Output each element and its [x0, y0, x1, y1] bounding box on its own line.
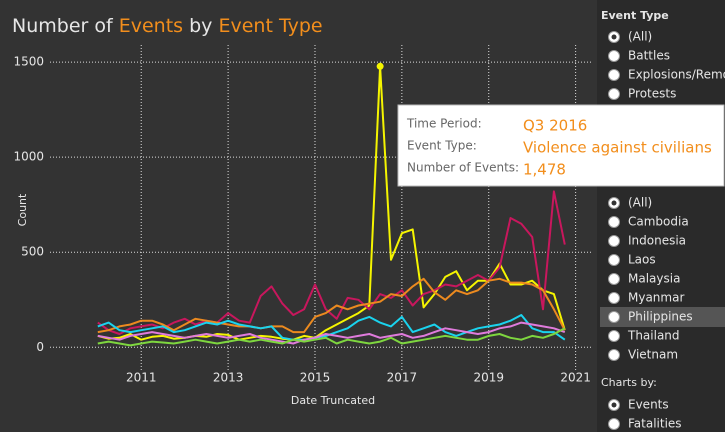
y-tick-label: 1500	[13, 55, 44, 69]
radio-option[interactable]: Philippines	[600, 307, 725, 327]
x-axis-label: Date Truncated	[291, 394, 375, 407]
option-label[interactable]: Philippines	[628, 310, 693, 324]
option-label[interactable]: Cambodia	[628, 215, 689, 229]
title-part: Event Type	[218, 15, 322, 37]
x-tick-label: 2019	[473, 371, 504, 385]
radio-option[interactable]: Vietnam	[608, 348, 679, 362]
option-label[interactable]: Fatalities	[628, 417, 682, 431]
series-line	[97, 190, 566, 335]
radio-option[interactable]: (All)	[608, 196, 653, 210]
tooltip-label: Time Period:	[406, 117, 482, 131]
radio-button[interactable]	[608, 330, 620, 342]
radio-button[interactable]	[608, 418, 620, 430]
radio-option[interactable]: Thailand	[608, 329, 680, 343]
x-tick-label: 2011	[126, 371, 157, 385]
highlight-point	[376, 62, 384, 70]
plot: 0 500 1000 1500 2011 2013 2015 2017 2019 2021	[13, 45, 593, 385]
radio-button[interactable]	[608, 349, 620, 361]
y-tick-label: 1000	[13, 150, 44, 164]
tooltip-box	[397, 104, 725, 187]
tooltip-label: Number of Events:	[407, 161, 519, 175]
radio-dot	[611, 402, 617, 408]
radio-option[interactable]: Explosions/Remo	[608, 68, 725, 82]
option-label[interactable]: Explosions/Remo	[628, 68, 725, 82]
radio-button[interactable]	[608, 273, 620, 285]
series-line	[97, 277, 566, 334]
series-line	[97, 321, 566, 345]
series-line	[97, 327, 566, 347]
x-tick-label: 2017	[387, 371, 418, 385]
radio-option[interactable]: Fatalities	[608, 417, 682, 431]
option-label[interactable]: Myanmar	[628, 291, 684, 305]
radio-button[interactable]	[608, 235, 620, 247]
radio-option[interactable]: Cambodia	[608, 215, 689, 229]
filter-title: Event Type	[601, 9, 669, 22]
radio-button[interactable]	[608, 292, 620, 304]
radio-option[interactable]: Indonesia	[608, 234, 687, 248]
y-tick-label: 0	[36, 340, 44, 354]
radio-option[interactable]: Events	[608, 398, 669, 412]
radio-option[interactable]: Myanmar	[608, 291, 685, 305]
option-label[interactable]: Events	[628, 398, 669, 412]
x-tick-label: 2015	[300, 371, 331, 385]
option-label[interactable]: Laos	[628, 253, 656, 267]
option-highlight	[600, 307, 725, 327]
radio-button[interactable]	[608, 311, 620, 323]
option-label[interactable]: (All)	[628, 30, 652, 44]
tooltip-value: 1,478	[523, 161, 566, 179]
radio-button[interactable]	[608, 50, 620, 62]
radio-option[interactable]: Battles	[608, 49, 670, 63]
option-label[interactable]: Thailand	[627, 329, 680, 343]
filter-title: Charts by:	[601, 376, 657, 389]
filters: Event Type (All) Battles Explosions/Remo Pro…	[600, 9, 725, 431]
radio-option[interactable]: Laos	[608, 253, 656, 267]
chart-title: Number of Events by Event Type	[12, 15, 323, 37]
radio-option[interactable]: Protests	[608, 87, 677, 101]
option-label[interactable]: Indonesia	[628, 234, 686, 248]
option-label[interactable]: (All)	[628, 196, 652, 210]
radio-option[interactable]: (All)	[608, 30, 653, 44]
radio-button[interactable]	[608, 69, 620, 81]
option-label[interactable]: Battles	[628, 49, 670, 63]
y-axis-label: Count	[16, 193, 29, 226]
tooltip-label: Event Type:	[407, 139, 477, 153]
tooltip: Time Period: Q3 2016 Event Type: Violence a…	[397, 104, 725, 187]
radio-button[interactable]	[608, 88, 620, 100]
radio-button[interactable]	[608, 254, 620, 266]
option-label[interactable]: Malaysia	[628, 272, 680, 286]
y-tick-label: 500	[21, 245, 44, 259]
radio-dot	[611, 200, 617, 206]
title-part: by	[189, 15, 212, 37]
x-tick-label: 2013	[213, 371, 244, 385]
title-part: Events	[119, 15, 183, 37]
radio-option[interactable]: Malaysia	[608, 272, 681, 286]
option-label[interactable]: Vietnam	[628, 348, 678, 362]
tooltip-value: Q3 2016	[523, 117, 587, 135]
title-part: Number of	[12, 15, 114, 37]
radio-dot	[611, 34, 617, 40]
radio-button[interactable]	[608, 216, 620, 228]
option-label[interactable]: Protests	[628, 87, 676, 101]
tooltip-value: Violence against civilians	[523, 139, 712, 157]
chart-background	[0, 0, 597, 432]
x-tick-label: 2021	[560, 371, 591, 385]
